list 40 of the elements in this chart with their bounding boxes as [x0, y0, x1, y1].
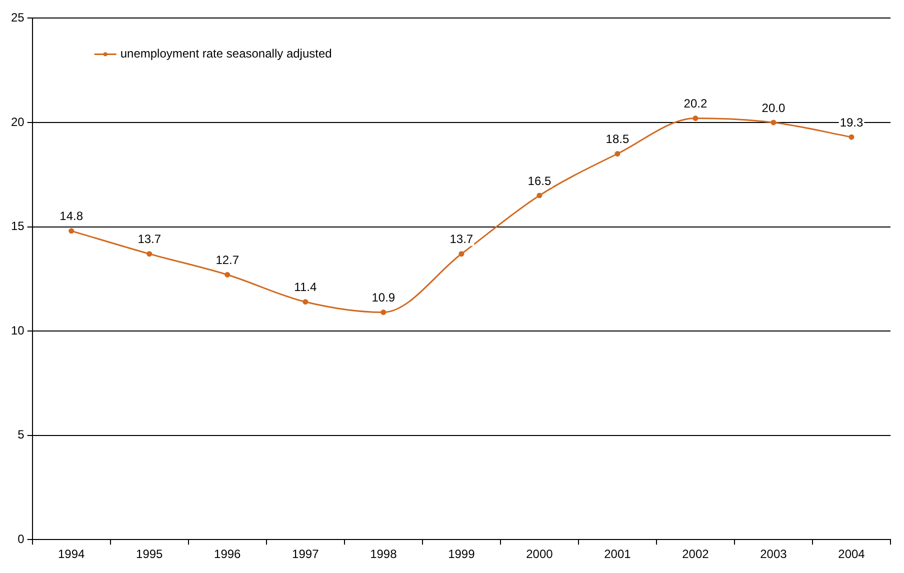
y-tick-label: 20	[10, 114, 25, 129]
data-label: 20.2	[684, 96, 708, 111]
point	[770, 120, 776, 126]
point	[458, 251, 464, 257]
x-tick-label: 1997	[292, 547, 320, 562]
x-tick-label: 2001	[604, 547, 632, 562]
y-tick-label: 10	[10, 323, 25, 338]
point	[146, 251, 152, 257]
data-label: 12.7	[216, 253, 240, 268]
x-tick-label: 2004	[838, 547, 866, 562]
x-tick-label: 1998	[370, 547, 398, 562]
x-tick-label: 1999	[448, 547, 476, 562]
point	[302, 299, 308, 305]
point	[224, 272, 230, 278]
data-label: 19.3	[840, 115, 864, 130]
legend-label: unemployment rate seasonally adjusted	[120, 46, 332, 61]
data-label: 13.7	[138, 232, 162, 246]
x-tick-label: 1996	[214, 547, 242, 562]
x-tick-label: 2003	[760, 547, 788, 562]
y-tick-label: 0	[18, 532, 25, 546]
data-label: 11.4	[294, 280, 317, 294]
point	[692, 116, 698, 122]
data-label: 13.7	[450, 232, 474, 246]
data-label: 16.5	[528, 174, 552, 188]
data-label: 20.0	[762, 100, 786, 115]
y-tick-label: 5	[18, 428, 25, 442]
x-tick-label: 2002	[682, 547, 710, 562]
x-tick-label: 1994	[58, 547, 86, 562]
x-tick-label: 2000	[526, 547, 554, 562]
data-label: 18.5	[606, 132, 630, 146]
point	[536, 192, 542, 198]
data-label: 14.8	[60, 209, 84, 224]
point	[380, 310, 386, 316]
point	[68, 228, 74, 234]
y-tick-label: 25	[10, 10, 25, 25]
data-label: 10.9	[372, 290, 396, 305]
point	[614, 151, 620, 157]
x-tick-label: 1995	[136, 547, 164, 562]
y-tick-label: 15	[10, 219, 25, 234]
point	[848, 134, 854, 140]
